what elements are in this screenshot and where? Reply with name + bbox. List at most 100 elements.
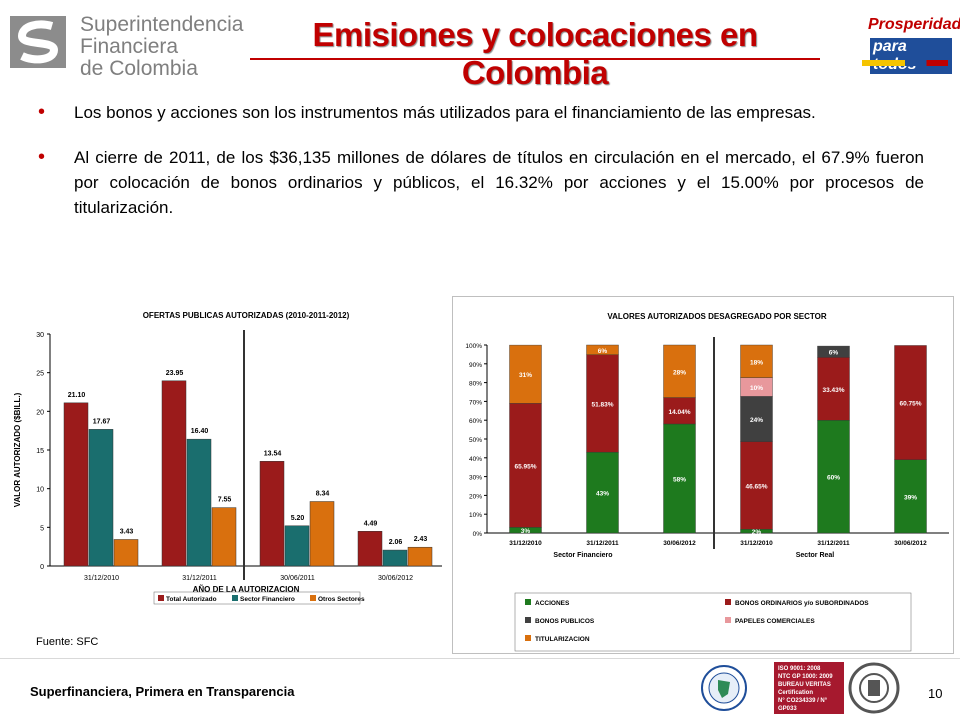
stacked-segment — [740, 441, 773, 530]
legend-swatch — [525, 635, 531, 641]
group-label: Sector Real — [796, 552, 835, 559]
segment-value-label: 18% — [750, 359, 763, 366]
legend-label: ACCIONES — [535, 600, 570, 607]
y-tick-label: 30 — [36, 332, 44, 339]
footer-divider — [0, 658, 960, 659]
stacked-segment — [586, 354, 619, 453]
segment-value-label: 28% — [673, 369, 686, 376]
bar-value-label: 2.06 — [389, 539, 403, 546]
title-underline — [250, 58, 820, 60]
segment-value-label: 65.95% — [514, 463, 536, 470]
legend-label: Total Autorizado — [166, 596, 217, 603]
y-tick-label: 0 — [40, 564, 44, 571]
segment-value-label: 39% — [904, 494, 917, 501]
bar — [161, 380, 187, 567]
segment-value-label: 6% — [829, 350, 839, 357]
bar-value-label: 8.34 — [316, 491, 330, 498]
y-tick-label: 5 — [40, 525, 44, 532]
x-tick-label: 31/12/2010 — [740, 540, 773, 547]
cert-line: Certification — [778, 690, 814, 696]
segment-value-label: 51.83% — [591, 401, 613, 408]
segment-value-label: 14.04% — [668, 409, 690, 416]
y-tick-label: 90% — [469, 362, 482, 369]
x-tick-label: 31/12/2011 — [182, 575, 217, 582]
cert-line: ISO 9001: 2008 — [778, 666, 821, 672]
y-tick-label: 10 — [36, 487, 44, 494]
bar-value-label: 4.49 — [364, 520, 378, 527]
bar-value-label: 17.67 — [93, 418, 111, 425]
legend-swatch — [232, 595, 238, 601]
legend-label: BONOS ORDINARIOS y/o SUBORDINADOS — [735, 600, 869, 607]
bar-value-label: 3.43 — [120, 528, 134, 535]
bar-value-label: 5.20 — [291, 515, 305, 522]
legend-swatch — [725, 617, 731, 623]
legend-box — [153, 591, 361, 605]
y-tick-label: 70% — [469, 399, 482, 406]
group-label: Sector Financiero — [553, 552, 612, 559]
chart-title: VALORES AUTORIZADOS DESAGREGADO POR SECT… — [607, 312, 827, 321]
segment-value-label: 60.75% — [899, 401, 921, 408]
bar — [309, 501, 335, 567]
bar-value-label: 13.54 — [264, 450, 282, 457]
x-tick-label: 31/12/2010 — [84, 575, 119, 582]
chart-title: OFERTAS PUBLICAS AUTORIZADAS (2010-2011-… — [143, 311, 350, 320]
bullet-item: • Los bonos y acciones son los instrumen… — [36, 100, 924, 125]
bullet-text: Los bonos y acciones son los instrumento… — [74, 103, 816, 122]
legend-label: Otros Sectores — [318, 596, 365, 603]
source-note: Fuente: SFC — [36, 636, 99, 648]
y-axis-label: VALOR AUTORIZADO ($BILL.) — [13, 392, 22, 507]
bullet-dot-icon: • — [38, 146, 46, 168]
bullet-list: • Los bonos y acciones son los instrumen… — [36, 100, 924, 240]
segment-value-label: 24% — [750, 417, 763, 424]
bureau-veritas-seal-icon — [848, 662, 900, 714]
y-tick-label: 60% — [469, 418, 482, 425]
prosperidad-logo: Prosperidad para todos — [860, 12, 960, 74]
stacked-segment — [894, 459, 927, 534]
legend-label: Sector Financiero — [240, 596, 295, 603]
legend-label: TITULARIZACION — [535, 636, 590, 643]
bar — [211, 507, 237, 567]
sfc-logo-mark-icon — [10, 16, 66, 68]
legend-label: BONOS PUBLICOS — [535, 618, 595, 625]
x-tick-label: 31/12/2011 — [586, 540, 619, 547]
stacked-segment — [509, 344, 542, 404]
stacked-segment — [817, 345, 850, 358]
x-tick-label: 31/12/2011 — [817, 540, 850, 547]
legend-label: PAPELES COMERCIALES — [735, 618, 815, 625]
stacked-segment — [740, 396, 773, 442]
x-tick-label: 30/06/2012 — [663, 540, 696, 547]
bar-value-label: 2.43 — [414, 536, 428, 543]
stacked-segment — [663, 397, 696, 425]
stacked-segment — [817, 419, 850, 534]
bar-value-label: 21.10 — [68, 392, 86, 399]
prosperidad-logo-line-2: para todos — [870, 38, 952, 74]
bar-value-label: 7.55 — [218, 497, 232, 504]
cert-line: NTC GP 1000: 2009 — [778, 674, 833, 680]
cert-line: N° CO234339 / N° GP033 — [778, 698, 828, 712]
y-tick-label: 15 — [36, 448, 44, 455]
bar — [259, 461, 285, 567]
bar — [113, 539, 139, 567]
y-tick-label: 40% — [469, 456, 482, 463]
y-tick-label: 10% — [469, 512, 482, 519]
legend-swatch — [525, 599, 531, 605]
segment-value-label: 3% — [521, 528, 531, 535]
bar — [382, 549, 408, 567]
y-tick-label: 50% — [469, 437, 482, 444]
stacked-segment — [663, 423, 696, 534]
y-tick-label: 20% — [469, 493, 482, 500]
stacked-segment — [586, 344, 619, 355]
segment-value-label: 6% — [598, 348, 608, 355]
bar — [63, 402, 89, 567]
segment-value-label: 31% — [519, 372, 532, 379]
bar — [407, 546, 433, 567]
legend-swatch — [310, 595, 316, 601]
bullet-dot-icon: • — [38, 101, 46, 123]
footer-tagline: Superfinanciera, Primera en Transparenci… — [30, 684, 295, 699]
bar — [284, 525, 310, 567]
bar — [186, 438, 212, 567]
stacked-segment — [586, 451, 619, 534]
x-tick-label: 30/06/2012 — [894, 540, 927, 547]
government-seal-icon — [701, 665, 747, 711]
sfc-logo: Superintendencia Financiera de Colombia — [8, 8, 243, 80]
